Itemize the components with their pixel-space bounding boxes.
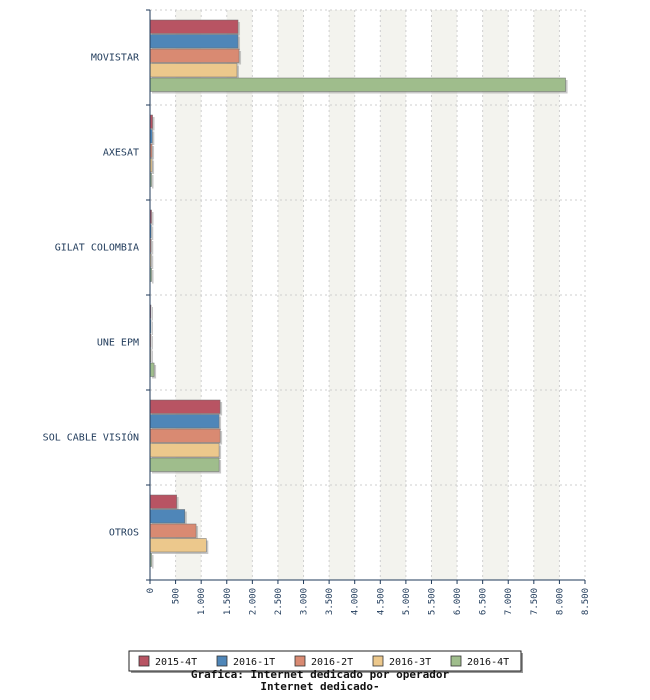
axes: [146, 9, 586, 584]
bar: [149, 399, 221, 414]
x-tick-label: 1.500: [223, 588, 233, 615]
legend-label: 2016-2T: [311, 657, 353, 668]
x-tick-label: 2.000: [248, 588, 258, 615]
x-tick-label: 3.500: [325, 588, 335, 615]
bars: [149, 19, 568, 569]
bar-shadow: [152, 270, 154, 284]
legend-label: 2016-1T: [233, 657, 275, 668]
x-tick-label: 8.500: [581, 588, 591, 615]
bar-shadow: [152, 131, 155, 145]
x-tick-label: 0: [146, 588, 156, 593]
x-tick-label: 2.500: [274, 588, 284, 615]
bar-shadow: [152, 336, 154, 350]
legend-label: 2016-4T: [467, 657, 509, 668]
bar: [149, 443, 220, 458]
chart-subtitle: Internet dedicado-: [260, 680, 379, 693]
legend-label: 2015-4T: [155, 657, 197, 668]
bar-shadow: [152, 350, 154, 364]
bar-shadow: [152, 146, 155, 160]
legend-swatch: [372, 655, 384, 667]
bar: [149, 509, 186, 524]
bar: [149, 523, 197, 538]
x-tick-label: 6.500: [479, 588, 489, 615]
x-tick-label: 8.000: [555, 588, 565, 615]
grid-lines: [150, 9, 586, 581]
chart-title: Grafica: Internet dedicado por operador: [191, 668, 450, 681]
grid-band: [175, 10, 202, 580]
x-tick-label: 4.500: [376, 588, 386, 615]
bar: [149, 48, 240, 63]
bar: [149, 362, 155, 377]
x-tick-label: 5.500: [427, 588, 437, 615]
bar-shadow: [152, 226, 154, 240]
bar-shadow: [152, 321, 153, 335]
legend-swatch: [294, 655, 306, 667]
category-labels: MOVISTAR AXESAT GILAT COLOMBIA UNE EPM SOL C…: [43, 53, 140, 539]
x-tick-label: 5.000: [402, 588, 412, 615]
category-label: GILAT COLOMBIA: [55, 243, 139, 254]
bar: [149, 494, 177, 509]
legend-swatch: [216, 655, 228, 667]
bar-shadow: [152, 212, 154, 226]
bar-shadow: [152, 255, 154, 269]
bar: [149, 538, 207, 553]
bar: [149, 77, 566, 92]
category-label: UNE EPM: [97, 338, 139, 349]
category-label: OTROS: [109, 528, 139, 539]
x-tick-label: 6.000: [453, 588, 463, 615]
bar: [149, 457, 220, 472]
bar-shadow: [152, 175, 154, 189]
x-tick-label: 4.000: [351, 588, 361, 615]
legend-label: 2016-3T: [389, 657, 431, 668]
bar-shadow: [152, 307, 153, 321]
bar-shadow: [152, 160, 155, 174]
x-tick-label: 500: [172, 588, 182, 604]
category-label: SOL CABLE VISIÓN: [43, 431, 139, 444]
x-tick-label: 7.500: [530, 588, 540, 615]
x-tick-label: 1.000: [197, 588, 207, 615]
bar-shadow: [152, 241, 154, 255]
bar: [149, 19, 239, 34]
bar-shadow: [152, 555, 154, 569]
bar: [149, 63, 238, 78]
bar: [149, 34, 239, 49]
tick-labels: 0 500 1.000 1.500 2.000 2.500 3.000 3.500 4.000 4…: [146, 588, 591, 615]
category-label: AXESAT: [103, 148, 139, 159]
legend-swatch: [138, 655, 150, 667]
bar: [149, 428, 221, 443]
category-label: MOVISTAR: [91, 53, 140, 64]
legend: 2015-4T 2016-1T 2016-2T 2016-3T 2016-4T: [128, 650, 523, 673]
bar-shadow: [152, 117, 155, 131]
grid-band: [380, 10, 406, 580]
x-tick-label: 3.000: [300, 588, 310, 615]
bar: [149, 414, 220, 429]
legend-swatch: [450, 655, 462, 667]
x-tick-label: 7.000: [504, 588, 514, 615]
